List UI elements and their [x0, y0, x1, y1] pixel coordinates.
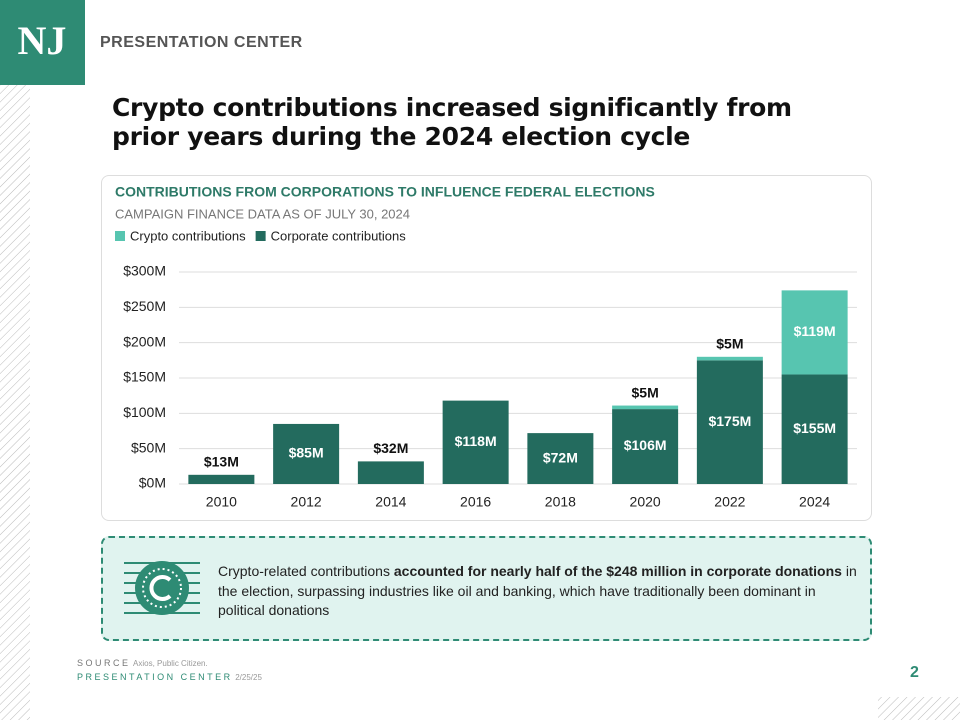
- callout-box: [101, 536, 872, 641]
- footer-date: 2/25/25: [235, 673, 262, 682]
- y-tick-label: $250M: [123, 298, 166, 314]
- x-tick-label: 2014: [375, 494, 406, 510]
- logo-box: [0, 0, 85, 85]
- callout-text: Crypto-related contributions accounted f…: [218, 562, 863, 621]
- value-label: $155M: [793, 420, 836, 436]
- bar-segment: [273, 423, 340, 484]
- x-tick-label: 2022: [714, 494, 745, 510]
- legend-label: Corporate contributions: [271, 228, 407, 243]
- x-tick-label: 2016: [460, 494, 491, 510]
- crypto-icon: [124, 561, 200, 615]
- hatch-left: [0, 85, 30, 720]
- value-label: $175M: [708, 413, 751, 429]
- bar-segment: [357, 461, 424, 484]
- callout-bold: accounted for nearly half of the $248 mi…: [393, 563, 842, 579]
- source-line: SOURCE Axios, Public Citizen.: [77, 658, 208, 668]
- title-line: prior years during the 2024 election cyc…: [112, 122, 691, 151]
- source-label: SOURCE: [77, 658, 131, 668]
- legend-swatch: [255, 231, 266, 241]
- y-tick-label: $300M: [123, 263, 166, 279]
- value-label: $72M: [543, 449, 578, 465]
- bar-segment: [781, 290, 848, 375]
- footer-line: PRESENTATION CENTER 2/25/25: [77, 672, 262, 682]
- value-label: $106M: [624, 437, 667, 453]
- x-tick-label: 2012: [291, 494, 322, 510]
- bar-segment: [696, 356, 763, 361]
- legend-label: Crypto contributions: [130, 228, 246, 243]
- hatch-right: [878, 697, 960, 720]
- chart-subtitle: CAMPAIGN FINANCE DATA AS OF JULY 30, 202…: [115, 206, 410, 221]
- chart: CONTRIBUTIONS FROM CORPORATIONS TO INFLU…: [115, 184, 857, 510]
- value-label: $119M: [794, 323, 836, 339]
- callout-part: in the election, surpassing industries l…: [218, 563, 857, 618]
- title: Crypto contributions increased significa…: [112, 93, 792, 151]
- bar-segment: [612, 405, 679, 410]
- logo: NJ: [18, 18, 67, 63]
- bar-segment: [188, 474, 255, 484]
- bar-segment: [781, 374, 848, 484]
- callout-part: Crypto-related contributions: [218, 563, 394, 579]
- x-tick-label: 2010: [206, 494, 237, 510]
- value-label: $13M: [204, 454, 239, 470]
- bar-segment: [696, 360, 763, 484]
- footer-brand: PRESENTATION CENTER: [77, 672, 233, 682]
- value-label: $5M: [632, 384, 659, 400]
- y-tick-label: $0M: [139, 475, 166, 491]
- legend-swatch: [115, 231, 125, 241]
- chart-title: CONTRIBUTIONS FROM CORPORATIONS TO INFLU…: [115, 184, 655, 200]
- y-tick-label: $100M: [123, 404, 166, 420]
- page-number: 2: [910, 664, 919, 681]
- x-tick-label: 2018: [545, 494, 576, 510]
- value-label: $5M: [716, 336, 743, 352]
- bar-segment: [527, 433, 594, 484]
- title-line: Crypto contributions increased significa…: [112, 93, 792, 122]
- x-tick-label: 2020: [630, 494, 661, 510]
- y-tick-label: $50M: [131, 439, 166, 455]
- chart-card: [101, 175, 872, 521]
- x-tick-label: 2024: [799, 494, 830, 510]
- bar-segment: [442, 400, 509, 484]
- brand: PRESENTATION CENTER: [100, 34, 303, 51]
- y-tick-label: $150M: [123, 369, 166, 385]
- source: Axios, Public Citizen.: [133, 659, 208, 668]
- value-label: $118M: [455, 433, 497, 449]
- value-label: $32M: [373, 440, 408, 456]
- y-tick-label: $200M: [123, 333, 166, 349]
- bar-segment: [612, 409, 679, 484]
- value-label: $85M: [289, 445, 324, 461]
